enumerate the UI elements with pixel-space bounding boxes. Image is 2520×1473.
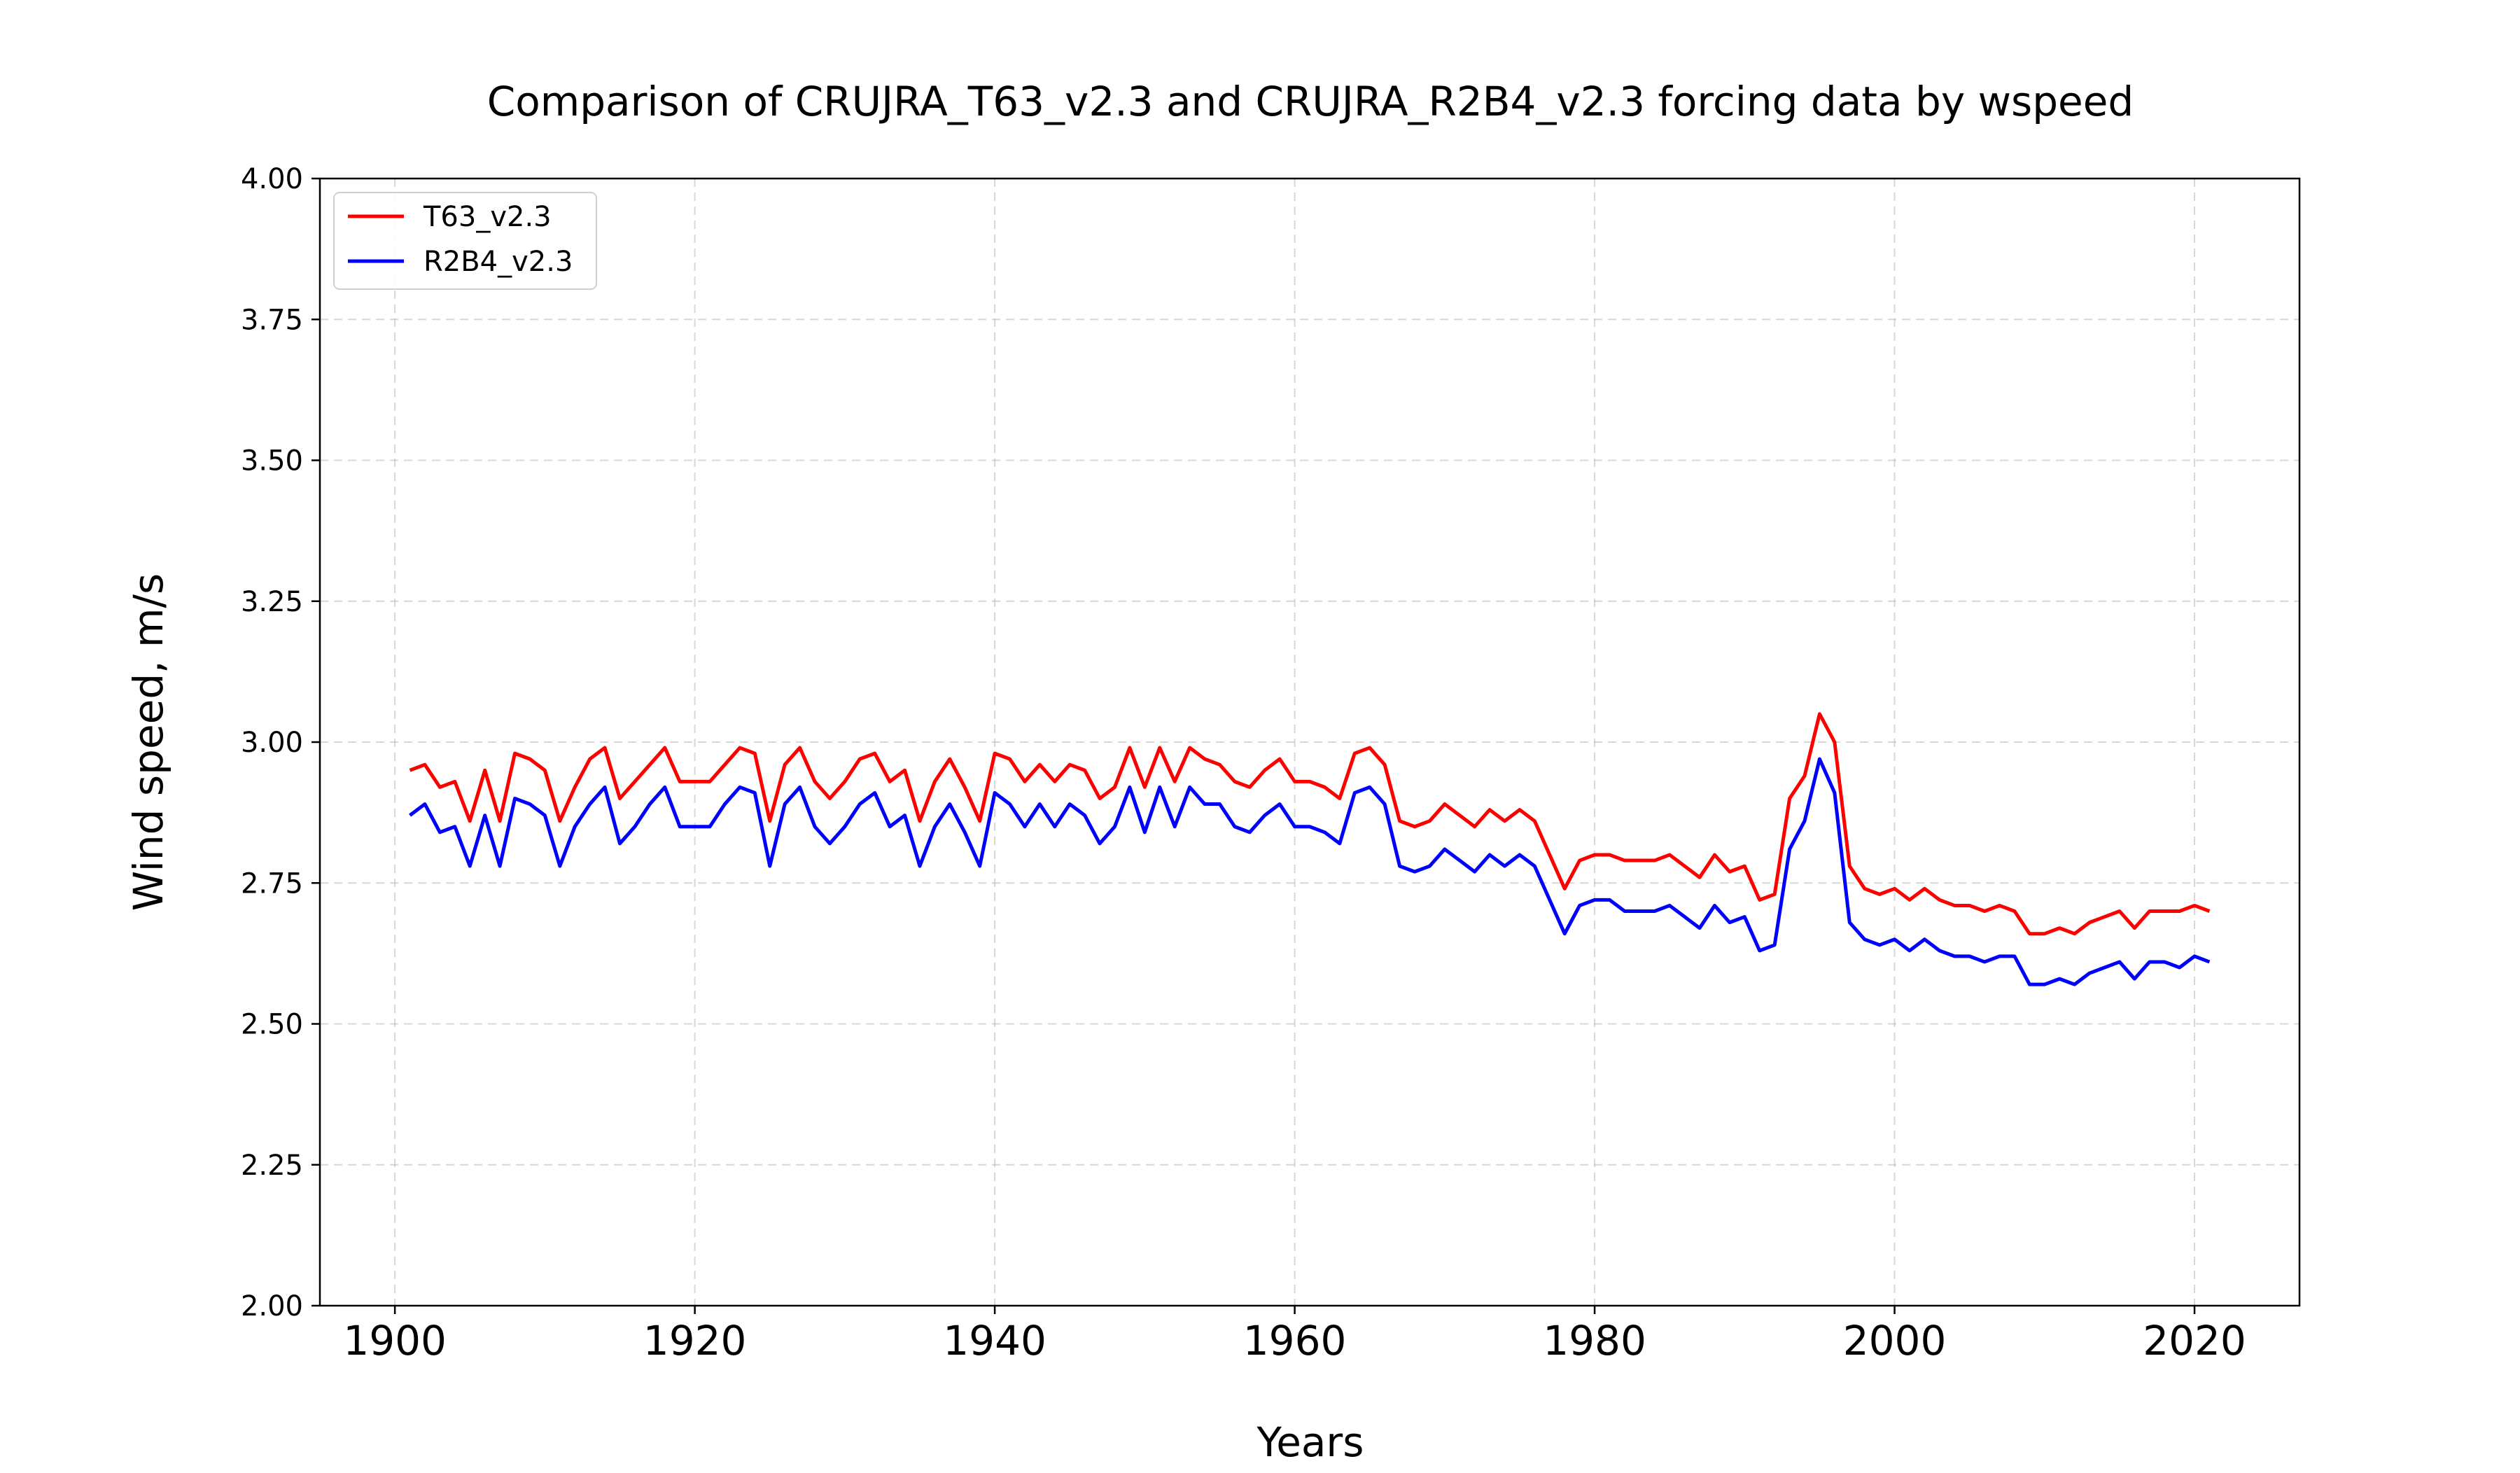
x-tick-label: 2000 <box>1843 1317 1947 1364</box>
x-tick-label: 1920 <box>643 1317 747 1364</box>
y-tick-label: 3.25 <box>241 586 303 618</box>
y-axis-label: Wind speed, m/s <box>125 573 172 912</box>
axis-ticks: 1900 1920 1940 1960 1980 2000 2020 2.00 2.25 2.50… <box>241 163 2246 1364</box>
series-line-0 <box>409 712 2211 936</box>
y-tick-label: 2.75 <box>241 867 303 900</box>
x-tick-label: 1940 <box>943 1317 1046 1364</box>
legend-label: T63_v2.3 <box>423 201 552 233</box>
y-tick-label: 3.50 <box>241 445 303 477</box>
x-tick-label: 2020 <box>2143 1317 2246 1364</box>
y-tick-label: 2.00 <box>241 1290 303 1322</box>
chart-title: Comparison of CRUJRA_T63_v2.3 and CRUJRA… <box>487 78 2134 125</box>
series-line-1 <box>409 757 2211 986</box>
x-axis-label: Years <box>1256 1418 1364 1466</box>
legend: T63_v2.3 R2B4_v2.3 <box>333 192 597 290</box>
y-tick-label: 3.75 <box>241 304 303 336</box>
x-tick-label: 1900 <box>343 1317 447 1364</box>
y-tick-label: 2.50 <box>241 1009 303 1041</box>
x-tick-label: 1960 <box>1243 1317 1347 1364</box>
x-tick-label: 1980 <box>1543 1317 1646 1364</box>
grid-lines <box>320 178 2300 1306</box>
y-tick-label: 2.25 <box>241 1150 303 1182</box>
legend-label: R2B4_v2.3 <box>424 246 573 278</box>
series-lines <box>409 712 2211 986</box>
y-tick-label: 4.00 <box>241 163 303 195</box>
y-tick-label: 3.00 <box>241 727 303 759</box>
